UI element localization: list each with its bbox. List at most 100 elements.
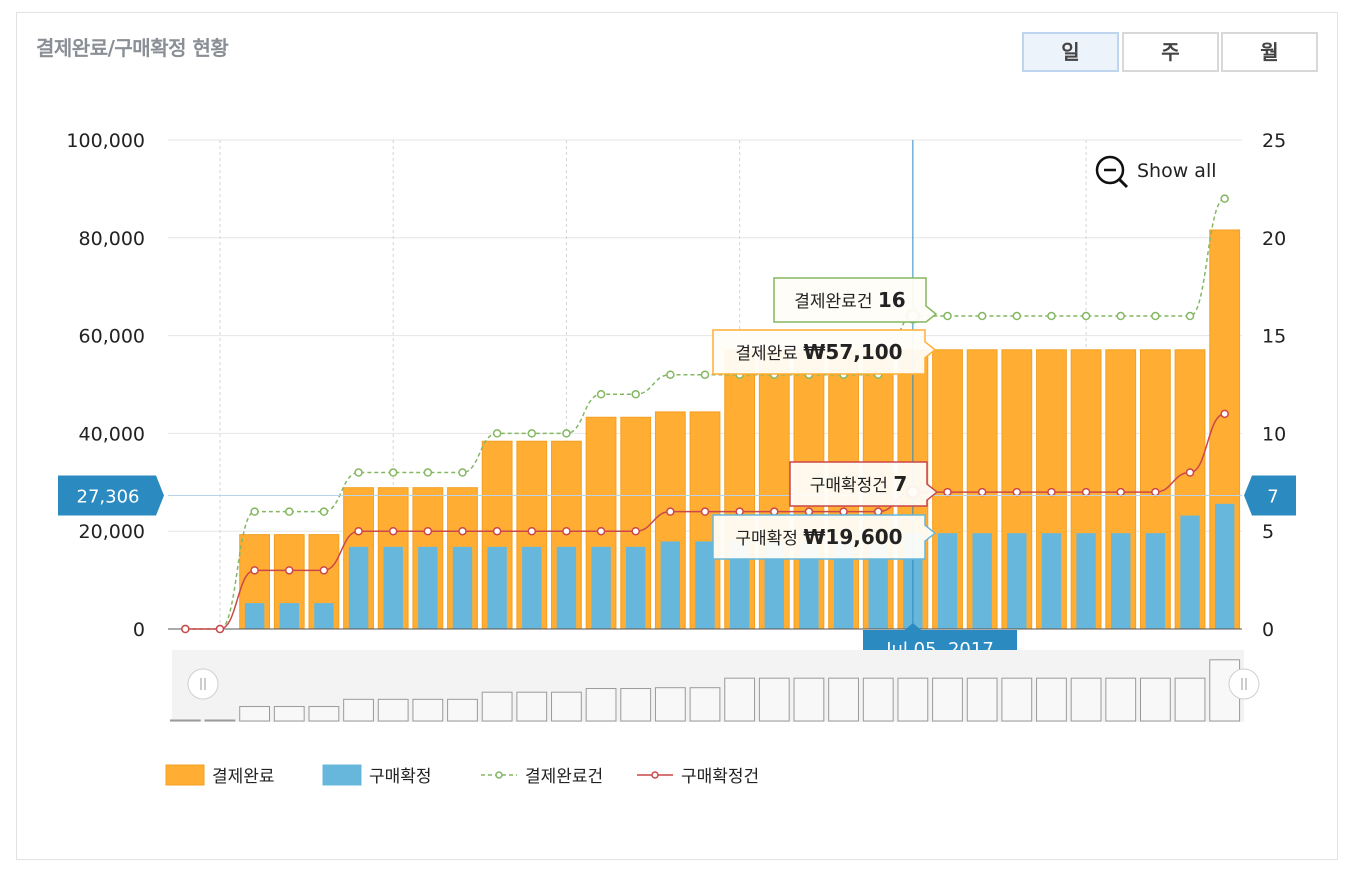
legend-item-1[interactable]: 결제완료 — [165, 764, 275, 787]
confirm-count-point[interactable] — [388, 526, 398, 536]
confirm-count-point[interactable] — [1116, 487, 1125, 497]
confirm-count-point[interactable] — [804, 507, 814, 516]
confirm-count-point[interactable] — [423, 526, 433, 536]
bar-purchase-confirm[interactable] — [244, 603, 265, 629]
payment-count-point[interactable] — [354, 468, 363, 477]
payment-count-point[interactable] — [700, 370, 710, 379]
confirm-count-point[interactable] — [1081, 487, 1091, 497]
bar-purchase-confirm[interactable] — [695, 541, 715, 629]
period-week-button[interactable]: 주 — [1122, 32, 1219, 72]
payment-count-point[interactable] — [527, 429, 537, 438]
bar-purchase-confirm[interactable] — [1076, 533, 1096, 629]
payment-count-point[interactable] — [943, 311, 952, 321]
confirm-count-point[interactable] — [285, 566, 294, 575]
scrollbar-preview-bar — [412, 698, 444, 722]
bar-purchase-confirm[interactable] — [591, 546, 611, 629]
confirm-count-point[interactable] — [250, 566, 259, 575]
bar-purchase-confirm[interactable] — [729, 541, 750, 629]
payment-count-point[interactable] — [388, 468, 398, 477]
confirm-count-point[interactable] — [354, 526, 363, 536]
legend-item-4[interactable]: 구매확정건 — [637, 767, 759, 787]
cursor-value-badge-left: 27,306 — [58, 475, 164, 516]
bar-purchase-confirm[interactable] — [1041, 533, 1062, 629]
payment-count-point[interactable] — [423, 468, 433, 477]
y-left-tick-label: 0 — [133, 619, 145, 641]
payment-count-point[interactable] — [562, 429, 571, 438]
confirm-count-point[interactable] — [1220, 409, 1229, 419]
confirm-count-point[interactable] — [596, 526, 606, 536]
confirm-count-point[interactable] — [1047, 487, 1056, 497]
payment-count-point[interactable] — [1151, 311, 1160, 321]
bar-purchase-confirm[interactable] — [487, 546, 507, 629]
bar-purchase-confirm[interactable] — [833, 541, 854, 629]
payment-count-point[interactable] — [1047, 311, 1056, 321]
bar-purchase-confirm[interactable] — [764, 541, 784, 629]
confirm-count-point[interactable] — [181, 624, 190, 634]
show-all-button[interactable]: Show all — [1095, 155, 1217, 189]
bar-purchase-confirm[interactable] — [972, 533, 992, 629]
scrollbar-preview-bar — [620, 688, 652, 722]
bar-purchase-confirm[interactable] — [1180, 515, 1200, 629]
confirm-count-point[interactable] — [700, 507, 710, 516]
bar-purchase-confirm[interactable] — [348, 546, 369, 629]
scrollbar-grip-left[interactable] — [187, 668, 219, 700]
bar-purchase-confirm[interactable] — [937, 533, 958, 629]
bar-purchase-confirm[interactable] — [556, 546, 577, 629]
chart-scrollbar[interactable] — [169, 650, 1260, 722]
bar-purchase-confirm[interactable] — [626, 546, 646, 629]
confirm-count-point[interactable] — [1185, 468, 1195, 477]
payment-count-point[interactable] — [666, 370, 675, 379]
bar-purchase-confirm[interactable] — [1214, 503, 1235, 629]
bar-purchase-confirm[interactable] — [1145, 533, 1166, 629]
payment-count-point[interactable] — [1081, 311, 1091, 321]
period-month-button[interactable]: 월 — [1221, 32, 1318, 72]
confirm-count-point[interactable] — [770, 507, 779, 516]
bar-purchase-confirm[interactable] — [522, 546, 542, 629]
payment-count-point[interactable] — [1116, 311, 1125, 321]
payment-count-point[interactable] — [1012, 311, 1022, 321]
confirm-count-point[interactable] — [839, 507, 848, 516]
confirm-count-point[interactable] — [943, 487, 952, 497]
payment-count-point[interactable] — [596, 390, 606, 399]
bar-purchase-confirm[interactable] — [279, 603, 299, 629]
y-right-tick-label: 25 — [1262, 130, 1286, 152]
period-day-button[interactable]: 일 — [1022, 32, 1119, 72]
bar-purchase-confirm[interactable] — [1111, 533, 1131, 629]
bar-purchase-confirm[interactable] — [868, 541, 888, 629]
payment-count-point[interactable] — [319, 507, 329, 516]
payment-count-point[interactable] — [1185, 311, 1195, 321]
bar-purchase-confirm[interactable] — [660, 541, 681, 629]
confirm-count-point[interactable] — [1012, 487, 1022, 497]
bar-purchase-confirm[interactable] — [799, 541, 819, 629]
bar-purchase-confirm[interactable] — [383, 546, 403, 629]
legend-swatch — [322, 764, 362, 786]
payment-count-point[interactable] — [458, 468, 467, 477]
payment-count-point[interactable] — [1220, 194, 1229, 203]
confirm-count-point[interactable] — [319, 566, 329, 575]
bar-purchase-confirm[interactable] — [1007, 533, 1027, 629]
scrollbar-preview-bar — [447, 698, 478, 722]
confirm-count-point[interactable] — [458, 526, 467, 536]
confirm-count-point[interactable] — [492, 526, 502, 536]
scrollbar-grip-right[interactable] — [1228, 668, 1260, 700]
payment-count-point[interactable] — [285, 507, 294, 516]
payment-count-point[interactable] — [631, 390, 640, 399]
confirm-count-point[interactable] — [873, 507, 883, 516]
legend-item-3[interactable]: 결제완료건 — [481, 767, 603, 787]
confirm-count-point[interactable] — [735, 507, 744, 516]
confirm-count-point[interactable] — [631, 526, 640, 536]
payment-count-point[interactable] — [977, 311, 987, 321]
confirm-count-point[interactable] — [527, 526, 537, 536]
confirm-count-point[interactable] — [562, 526, 571, 536]
bar-purchase-confirm[interactable] — [314, 603, 334, 629]
bar-purchase-confirm[interactable] — [452, 546, 473, 629]
bar-purchase-confirm[interactable] — [418, 546, 438, 629]
confirm-count-point[interactable] — [215, 624, 225, 634]
payment-count-point[interactable] — [250, 507, 259, 516]
confirm-count-point[interactable] — [977, 487, 987, 497]
payment-count-point[interactable] — [492, 429, 502, 438]
legend-item-2[interactable]: 구매확정 — [322, 764, 432, 787]
confirm-count-point[interactable] — [666, 507, 675, 516]
confirm-count-point[interactable] — [1151, 487, 1160, 497]
